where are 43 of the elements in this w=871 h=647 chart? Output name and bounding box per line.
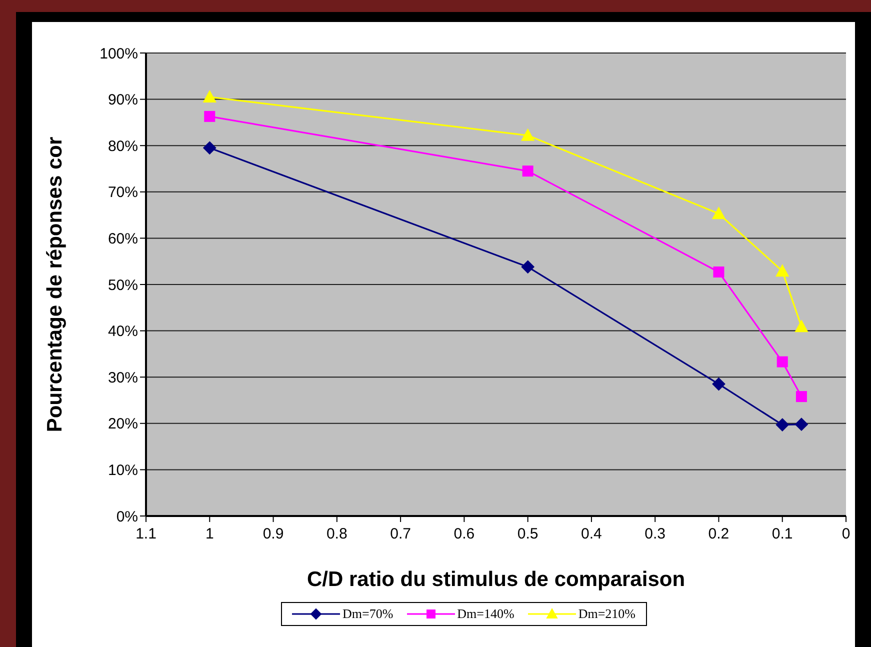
y-tick-label: 0% (116, 508, 138, 526)
y-tick-label: 50% (108, 276, 138, 294)
point (794, 320, 808, 332)
x-tick-label: 0.9 (262, 526, 284, 543)
x-tick-label: 0.6 (454, 526, 475, 543)
y-tick-label: 80% (108, 138, 138, 155)
y-tick-label: 90% (108, 92, 138, 109)
point (796, 391, 807, 402)
point (203, 90, 216, 102)
legend-label: Dm=140% (457, 606, 514, 622)
y-tick-label: 10% (108, 462, 138, 480)
x-tick-label: 0 (842, 526, 850, 543)
point (712, 207, 726, 220)
x-tick-label: 0.2 (708, 526, 730, 543)
y-tick-label: 70% (108, 184, 138, 202)
y-tick-label: 40% (108, 323, 138, 340)
y-tick-label: 100% (100, 45, 138, 62)
x-tick-label: 0.8 (326, 526, 348, 543)
point (713, 266, 724, 278)
point (776, 264, 789, 277)
point (521, 260, 534, 274)
x-axis-title: C/D ratio du stimulus de comparaison (306, 568, 686, 591)
point (521, 128, 534, 141)
x-tick-label: 0.3 (644, 526, 666, 543)
y-axis-title: Pourcentage de réponses cor (43, 136, 66, 432)
y-tick-label: 20% (108, 416, 138, 433)
x-tick-label: 0.1 (772, 526, 793, 543)
x-tick-label: 0.5 (517, 526, 538, 543)
x-tick-label: 0.7 (390, 526, 411, 543)
y-tick-label: 30% (108, 369, 138, 386)
x-tick-label: 0.4 (581, 526, 602, 543)
point (776, 356, 788, 368)
point (794, 418, 808, 431)
legend-label: Dm=70% (342, 606, 394, 622)
legend-label: Dm=210% (578, 606, 636, 622)
point (776, 418, 789, 432)
y-tick-label: 60% (108, 230, 138, 248)
point (712, 378, 726, 391)
point (203, 141, 216, 154)
x-tick-label: 1 (205, 526, 214, 543)
point (204, 110, 216, 122)
x-tick-label: 1.1 (136, 526, 156, 543)
point (522, 166, 534, 177)
